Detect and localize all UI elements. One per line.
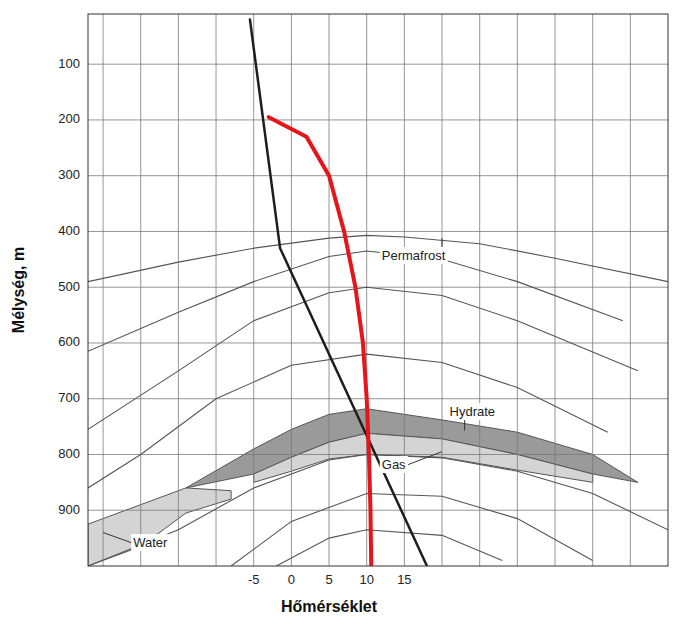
y-tick-label: 600	[58, 334, 80, 349]
layer-line	[88, 454, 668, 566]
grid-line	[88, 342, 668, 343]
y-tick-label: 900	[58, 502, 80, 517]
annotation-background	[131, 534, 170, 551]
annotation-background	[448, 403, 498, 420]
annotation: Gas	[380, 452, 442, 473]
grid-line	[140, 14, 141, 566]
grid-line	[88, 231, 668, 232]
y-axis-title: Mélység, m	[10, 247, 27, 333]
layer-line	[88, 235, 668, 281]
plot-frame	[88, 14, 668, 566]
grid-line	[88, 64, 668, 65]
y-tick-label: 700	[58, 390, 80, 405]
y-tick-label: 200	[58, 111, 80, 126]
x-tick-label: 0	[288, 572, 295, 587]
annotation-background	[380, 456, 408, 473]
annotation: Water	[103, 533, 170, 552]
x-tick-label: -5	[248, 572, 260, 587]
chart: PermafrostHydrateGasWater100200300400500…	[0, 0, 675, 628]
grid-line	[517, 14, 518, 566]
plot-background	[88, 14, 668, 566]
grid-line	[630, 14, 631, 566]
x-tick-label: 10	[359, 572, 373, 587]
series-line	[250, 20, 427, 566]
layer-line	[231, 494, 593, 566]
grid-line	[88, 287, 668, 288]
grid-line	[592, 14, 593, 566]
grid-line	[555, 14, 556, 566]
grid-line	[479, 14, 480, 566]
annotation-text: Permafrost	[382, 248, 446, 263]
annotation: Permafrost	[380, 238, 448, 264]
grid-line	[253, 14, 254, 566]
layer-area	[88, 488, 231, 566]
grid-line	[88, 175, 668, 176]
grid-line	[178, 14, 179, 566]
plot-area	[88, 14, 668, 566]
layer-line	[88, 354, 608, 488]
annotation-leader	[408, 452, 442, 465]
annotation-text: Gas	[382, 457, 406, 472]
grid-line	[88, 119, 668, 120]
grid-line	[329, 14, 330, 566]
x-axis-title: Hőmérséklet	[281, 598, 378, 615]
grid-line	[366, 14, 367, 566]
annotation-text: Hydrate	[450, 404, 496, 419]
annotation-background	[380, 247, 448, 264]
y-tick-label: 800	[58, 446, 80, 461]
annotation-leader	[103, 533, 131, 543]
layer-line	[276, 530, 502, 566]
grid-line	[88, 510, 668, 511]
grid-line	[291, 14, 292, 566]
grid-line	[103, 14, 104, 566]
grid-line	[442, 14, 443, 566]
layer-area	[254, 433, 593, 482]
y-tick-label: 500	[58, 279, 80, 294]
annotation-text: Water	[133, 535, 168, 550]
grid-line	[404, 14, 405, 566]
annotation-leader	[464, 420, 465, 430]
y-tick-label: 300	[58, 167, 80, 182]
x-tick-label: 5	[325, 572, 332, 587]
y-tick-label: 100	[58, 56, 80, 71]
y-tick-label: 400	[58, 223, 80, 238]
grid-line	[216, 14, 217, 566]
grid-line	[88, 398, 668, 399]
annotation-leader	[442, 238, 443, 247]
series-line	[269, 117, 371, 566]
annotation: Hydrate	[448, 403, 498, 430]
x-tick-label: 15	[397, 572, 411, 587]
